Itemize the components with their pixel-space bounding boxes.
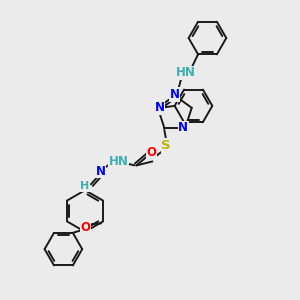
Text: N: N [155, 101, 165, 114]
Text: HN: HN [109, 155, 129, 168]
Text: O: O [80, 221, 90, 234]
Text: N: N [170, 88, 180, 101]
Text: S: S [161, 139, 171, 152]
Text: N: N [96, 165, 106, 178]
Text: N: N [178, 121, 188, 134]
Text: H: H [80, 181, 90, 191]
Text: HN: HN [176, 66, 196, 79]
Text: O: O [146, 146, 156, 159]
